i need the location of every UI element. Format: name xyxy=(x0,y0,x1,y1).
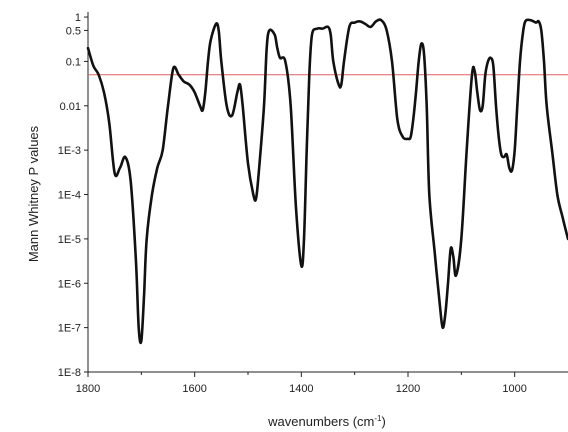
x-axis-title: wavenumbers (cm-1) xyxy=(267,414,386,429)
x-tick-label: 1800 xyxy=(76,383,100,395)
p-value-series-line xyxy=(86,18,568,345)
y-tick-label: 1E-3 xyxy=(58,145,81,157)
y-axis-title: Mann Whitney P values xyxy=(26,125,41,262)
y-tick-label: 1E-7 xyxy=(58,323,81,335)
y-tick-label: 1E-5 xyxy=(58,234,81,246)
x-tick-label: 1600 xyxy=(182,383,206,395)
y-tick-label: 1 xyxy=(75,12,81,24)
axes xyxy=(87,12,568,373)
y-tick-label: 1E-4 xyxy=(58,190,81,202)
x-tick-label: 1400 xyxy=(289,383,313,395)
y-tick-label: 1E-8 xyxy=(58,367,81,379)
y-tick-label: 1E-6 xyxy=(58,278,81,290)
y-tick-label: 0.5 xyxy=(66,25,81,37)
tick-labels: 10.5 0.1 0.01 1E-3 1E-4 1E-5 1E-6 1E-7 1E-8 1800 1… xyxy=(58,12,527,395)
x-tick-label: 1200 xyxy=(396,383,420,395)
y-tick-label: 0.1 xyxy=(66,56,81,68)
y-tick-label: 0.01 xyxy=(60,101,81,113)
x-tick-label: 1000 xyxy=(502,383,526,395)
tick-marks xyxy=(84,16,516,377)
